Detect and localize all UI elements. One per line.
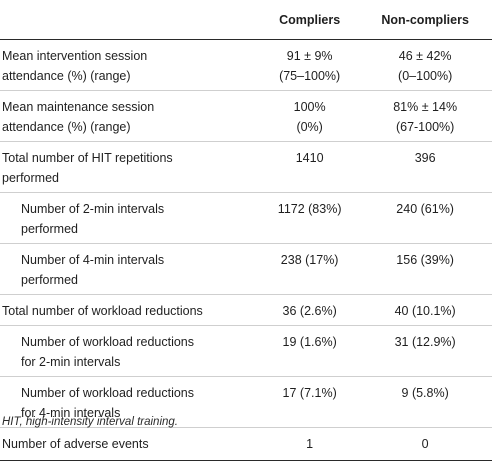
noncompliers-value: 46 ± 42% (0–100%) — [358, 40, 492, 91]
compliers-value: 19 (1.6%) — [261, 325, 359, 377]
noncompliers-value: 31 (12.9%) — [358, 325, 492, 377]
row-label: Mean intervention session attendance (%) … — [0, 40, 261, 91]
row-label-line: performed — [21, 273, 78, 287]
compliers-value: 1410 — [261, 141, 359, 193]
compliers-value: 91 ± 9% (75–100%) — [261, 40, 358, 91]
noncompliers-value-line: 240 (61%) — [396, 202, 454, 216]
noncompliers-value-line: 156 (39%) — [396, 253, 454, 267]
row-label: Total number of HIT repetitions performed — [0, 141, 261, 193]
compliers-value-line: 17 (7.1%) — [282, 386, 337, 400]
table-row: Number of workload reductions for 4-min i… — [0, 376, 492, 428]
noncompliers-value: 9 (5.8%) — [358, 376, 492, 428]
noncompliers-value: 0 — [358, 427, 492, 461]
row-label: Number of adverse events — [0, 427, 261, 461]
compliers-value-line: 91 ± 9% — [286, 49, 333, 63]
noncompliers-value-line: 81% ± 14% — [393, 100, 458, 114]
row-label: Number of 4-min intervals performed — [0, 243, 261, 295]
compliers-value: 17 (7.1%) — [261, 376, 359, 428]
row-label-line: Total number of HIT repetitions — [2, 151, 173, 165]
noncompliers-value: 156 (39%) — [358, 243, 492, 295]
row-label-line: performed — [21, 222, 78, 236]
row-label-line: Number of 4-min intervals — [21, 253, 165, 267]
noncompliers-value-line: 31 (12.9%) — [394, 335, 456, 349]
row-label: Number of 2-min intervals performed — [0, 192, 261, 244]
row-label: Number of workload reductions for 4-min i… — [0, 376, 261, 428]
table-row: Number of 2-min intervals performed 1172 (… — [0, 192, 492, 244]
header-compliers: Compliers — [261, 0, 359, 40]
compliers-value-line: 36 (2.6%) — [282, 304, 337, 318]
table-row: Number of 4-min intervals performed 238 (1… — [0, 243, 492, 295]
row-label-line: Number of adverse events — [2, 437, 149, 451]
row-label-line: for 2-min intervals — [21, 355, 121, 369]
noncompliers-value: 40 (10.1%) — [358, 294, 492, 326]
compliers-value-line: 238 (17%) — [280, 253, 339, 267]
noncompliers-value: 240 (61%) — [358, 192, 492, 244]
compliers-value: 1172 (83%) — [261, 192, 359, 244]
noncompliers-value-line: 9 (5.8%) — [401, 386, 449, 400]
row-label-line: for 4-min intervals — [21, 406, 121, 420]
row-label-line: performed — [2, 171, 59, 185]
noncompliers-value-line: (67-100%) — [395, 120, 455, 134]
compliers-value: 1 — [261, 427, 359, 461]
compliers-value-line: 1172 (83%) — [277, 202, 342, 216]
noncompliers-value: 396 — [358, 141, 492, 193]
row-label-line: Mean maintenance session — [2, 100, 155, 114]
table-row: Number of adverse events 1 0 — [0, 427, 492, 461]
compliers-value-line: 1 — [306, 437, 314, 451]
table-row: Mean maintenance session attendance (%) (… — [0, 90, 492, 142]
compliers-value-line: 19 (1.6%) — [282, 335, 337, 349]
table-row: Number of workload reductions for 2-min i… — [0, 325, 492, 377]
table-row: Total number of HIT repetitions performed… — [0, 141, 492, 193]
compliers-value-line: (0%) — [296, 120, 323, 134]
noncompliers-value: 81% ± 14% (67-100%) — [358, 90, 492, 142]
compliers-value: 238 (17%) — [261, 243, 359, 295]
noncompliers-value-line: 0 — [421, 437, 429, 451]
compliers-value: 100% (0%) — [261, 90, 359, 142]
row-label-line: Number of workload reductions — [21, 335, 194, 349]
row-label-line: Total number of workload reductions — [2, 304, 203, 318]
compliers-value-line: 1410 — [295, 151, 324, 165]
compliers-value: 36 (2.6%) — [261, 294, 359, 326]
table-row: Mean intervention session attendance (%) … — [0, 40, 492, 91]
compliers-value-line: 100% — [293, 100, 326, 114]
row-label-line: attendance (%) (range) — [2, 69, 131, 83]
header-row: Compliers Non-compliers — [0, 0, 492, 40]
table-body: Mean intervention session attendance (%) … — [0, 40, 492, 461]
noncompliers-value-line: 396 — [414, 151, 436, 165]
table-row: Total number of workload reductions 36 (2… — [0, 294, 492, 326]
row-label-line: Number of workload reductions — [21, 386, 194, 400]
noncompliers-value-line: 46 ± 42% — [398, 49, 452, 63]
row-label: Total number of workload reductions — [0, 294, 261, 326]
header-noncompliers: Non-compliers — [358, 0, 492, 40]
row-label-line: Number of 2-min intervals — [21, 202, 165, 216]
noncompliers-value-line: 40 (10.1%) — [394, 304, 456, 318]
compliers-value-line: (75–100%) — [279, 69, 341, 83]
row-label-line: Mean intervention session — [2, 49, 148, 63]
row-label-line: attendance (%) (range) — [2, 120, 131, 134]
header-blank — [0, 0, 261, 40]
table-footnote: HIT, high-intensity interval training. — [2, 416, 178, 428]
row-label: Number of workload reductions for 2-min i… — [0, 325, 261, 377]
row-label: Mean maintenance session attendance (%) (… — [0, 90, 261, 142]
noncompliers-value-line: (0–100%) — [398, 69, 453, 83]
